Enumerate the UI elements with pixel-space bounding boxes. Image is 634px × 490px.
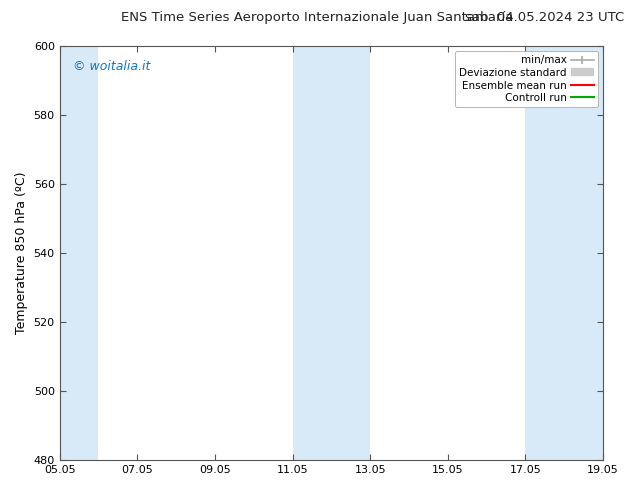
Legend: min/max, Deviazione standard, Ensemble mean run, Controll run: min/max, Deviazione standard, Ensemble m… — [455, 51, 598, 107]
Text: ENS Time Series Aeroporto Internazionale Juan Santamaría: ENS Time Series Aeroporto Internazionale… — [121, 11, 513, 24]
Bar — [526, 46, 603, 460]
Text: sab. 04.05.2024 23 UTC: sab. 04.05.2024 23 UTC — [465, 11, 624, 24]
Y-axis label: Temperature 850 hPa (ºC): Temperature 850 hPa (ºC) — [15, 172, 28, 334]
Bar — [60, 46, 98, 460]
Text: © woitalia.it: © woitalia.it — [74, 60, 151, 74]
Bar — [292, 46, 370, 460]
